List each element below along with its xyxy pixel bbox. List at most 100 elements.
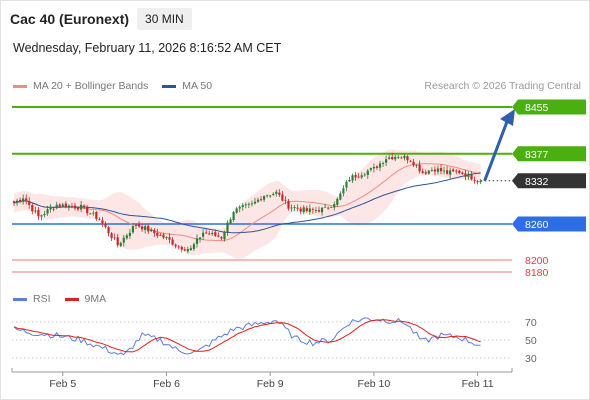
timestamp: Wednesday, February 11, 2026 8:16:52 AM … xyxy=(13,41,282,55)
candle-body xyxy=(412,161,415,166)
candle-body xyxy=(278,192,281,195)
candle-body xyxy=(354,174,357,178)
candle-body xyxy=(25,198,28,202)
candle-body xyxy=(259,199,263,201)
legend-label-ma20: MA 20 + Bollinger Bands xyxy=(33,80,149,92)
price-legend: MA 20 + Bollinger Bands MA 50 xyxy=(13,80,226,92)
candle-body xyxy=(375,166,379,169)
candle-body xyxy=(67,205,70,208)
candle-body xyxy=(165,237,168,239)
candle-body xyxy=(153,230,156,234)
level-tag-8260 xyxy=(512,216,586,232)
candle-body xyxy=(107,227,110,234)
legend-label-ma50: MA 50 xyxy=(182,80,213,92)
candle-body xyxy=(15,200,19,204)
candle-body xyxy=(98,219,101,221)
candle-body xyxy=(80,204,83,210)
candle-body xyxy=(92,212,95,214)
candle-body xyxy=(366,170,369,175)
candle-body xyxy=(208,233,211,235)
candle-body xyxy=(458,170,461,174)
candle-body xyxy=(223,232,226,240)
level-label-8200: 8200 xyxy=(525,255,549,267)
candle-body xyxy=(394,156,397,160)
candle-body xyxy=(348,179,351,182)
candle-body xyxy=(360,175,363,178)
level-tag-text-8455: 8455 xyxy=(525,102,549,114)
candle-body xyxy=(55,204,58,209)
candle-body xyxy=(339,193,342,200)
candle-body xyxy=(250,203,253,205)
level-tag-8455 xyxy=(512,99,586,115)
candle-body xyxy=(430,170,433,171)
candle-body xyxy=(198,237,202,239)
candle-body xyxy=(293,207,296,208)
candle-body xyxy=(455,170,458,172)
interval-badge[interactable]: 30 MIN xyxy=(137,8,192,30)
rsi-legend: RSI 9MA xyxy=(13,293,120,305)
rsi-tick-label: 70 xyxy=(525,317,537,329)
candle-body xyxy=(467,173,470,177)
candle-body xyxy=(369,168,372,170)
candle-body xyxy=(64,203,67,208)
instrument-title: Cac 40 (Euronext) xyxy=(10,11,130,27)
candle-body xyxy=(195,238,199,244)
candle-body xyxy=(202,232,205,237)
candle-body xyxy=(211,232,214,235)
candle-body xyxy=(324,206,327,208)
candle-body xyxy=(177,246,180,248)
ma50-line xyxy=(13,172,481,234)
candle-body xyxy=(327,207,330,209)
candle-body xyxy=(433,169,436,172)
candle-body xyxy=(58,204,61,207)
legend-9ma: 9MA xyxy=(64,293,107,305)
legend-ma20-bollinger: MA 20 + Bollinger Bands xyxy=(13,80,148,92)
candle-body xyxy=(180,246,183,250)
candle-body xyxy=(61,204,64,207)
candle-body xyxy=(317,210,321,212)
candle-body xyxy=(217,235,220,237)
level-tag-text-8332: 8332 xyxy=(525,176,549,188)
candle-body xyxy=(110,233,113,239)
candle-body xyxy=(421,171,424,173)
candle-body xyxy=(134,224,138,226)
candle-body xyxy=(131,226,135,233)
level-tag-8332 xyxy=(512,173,586,189)
legend-swatch-rsi xyxy=(13,297,27,301)
candle-body xyxy=(104,224,107,227)
candle-body xyxy=(189,248,192,250)
candle-body xyxy=(406,156,409,161)
candle-body xyxy=(247,203,250,205)
candle-body xyxy=(144,226,147,230)
candle-body xyxy=(287,200,290,209)
candle-body xyxy=(19,199,22,202)
candle-body xyxy=(449,170,452,175)
level-tag-8377 xyxy=(512,146,586,162)
candle-body xyxy=(476,181,479,183)
candle-body xyxy=(415,165,418,166)
candle-body xyxy=(388,157,391,159)
candle-body xyxy=(342,188,345,194)
candle-body xyxy=(436,168,440,172)
legend-label-9ma: 9MA xyxy=(84,293,107,305)
candle-body xyxy=(122,237,125,243)
candle-body xyxy=(31,205,34,212)
candle-body xyxy=(345,181,348,188)
candle-body xyxy=(183,249,186,251)
candle-body xyxy=(308,208,311,212)
copyright: Research © 2026 Trading Central xyxy=(424,80,581,92)
candle-body xyxy=(281,194,284,201)
candle-body xyxy=(290,207,293,209)
legend-swatch-9ma xyxy=(64,297,79,301)
candle-body xyxy=(299,208,302,212)
candle-body xyxy=(452,169,455,172)
candle-body xyxy=(381,163,385,164)
candle-body xyxy=(73,205,77,209)
candle-body xyxy=(95,212,98,219)
candle-body xyxy=(159,235,162,236)
candle-body xyxy=(147,225,150,232)
candle-body xyxy=(272,193,275,196)
x-tick-label: Feb 9 xyxy=(257,378,284,390)
candle-body xyxy=(320,207,324,213)
